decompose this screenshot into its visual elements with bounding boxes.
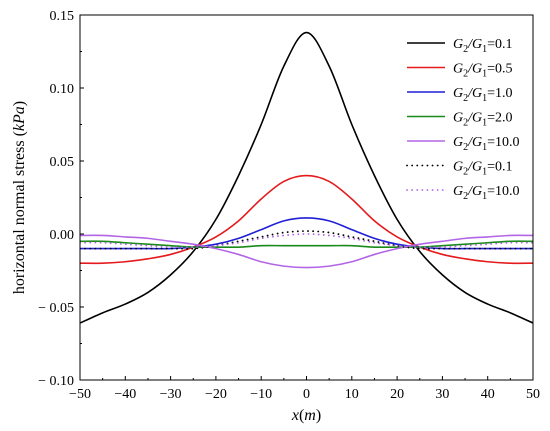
x-axis-label-open: (	[299, 407, 304, 424]
legend-label: G2/G1=0.1	[453, 37, 513, 55]
y-tick-label: 0.00	[50, 228, 75, 243]
y-tick-label: 0.15	[50, 9, 75, 24]
x-tick-label: 10	[345, 387, 359, 402]
x-tick-label: 50	[526, 387, 540, 402]
x-tick-label: 20	[390, 387, 404, 402]
legend-label: G2/G1=10.0	[453, 184, 520, 202]
legend-label: G2/G1=2.0	[453, 111, 513, 129]
legend-label: G2/G1=1.0	[453, 86, 513, 104]
series-line-1	[80, 31, 533, 324]
legend: G2/G1=0.1 G2/G1=0.5 G2/G1=1.0 G2/G1=2.0 G2/G…	[406, 37, 520, 202]
legend-label: G2/G1=0.1	[453, 160, 513, 178]
x-axis-label: x(m)	[291, 407, 321, 424]
x-tick-label: −40	[114, 387, 136, 402]
ticks-layer: −50 −40 −30 −20 −10 0 10 20 30 40 50 − 0.10 − 0.05 0.…	[38, 9, 540, 402]
x-tick-label: −50	[69, 387, 91, 402]
series-line-2	[80, 174, 533, 265]
x-axis-label-var: x	[291, 407, 299, 424]
legend-label: G2/G1=10.0	[453, 135, 520, 153]
x-tick-label: 0	[303, 387, 310, 402]
series-layer	[80, 31, 533, 324]
y-tick-label: 0.10	[50, 82, 75, 97]
x-tick-label: 40	[481, 387, 495, 402]
y-axis-label-unit: kPa	[11, 106, 28, 131]
y-axis-label-suffix: )	[11, 101, 28, 106]
y-tick-label: 0.05	[50, 155, 75, 170]
x-tick-label: −10	[250, 387, 272, 402]
x-tick-label: −20	[205, 387, 227, 402]
y-tick-label: − 0.10	[38, 374, 74, 389]
series-line-3	[80, 217, 533, 250]
series-line-5	[80, 234, 533, 269]
series-line-4	[80, 240, 533, 249]
y-axis-label: horizontal normal stress (kPa)	[11, 101, 28, 294]
x-tick-label: 30	[435, 387, 449, 402]
legend-label: G2/G1=0.5	[453, 62, 513, 80]
x-axis-label-close: )	[316, 407, 321, 424]
x-tick-label: −30	[160, 387, 182, 402]
x-axis-label-unit: m	[304, 407, 316, 424]
y-tick-label: − 0.05	[38, 301, 74, 316]
y-axis-label-prefix: horizontal normal stress (	[11, 131, 28, 294]
